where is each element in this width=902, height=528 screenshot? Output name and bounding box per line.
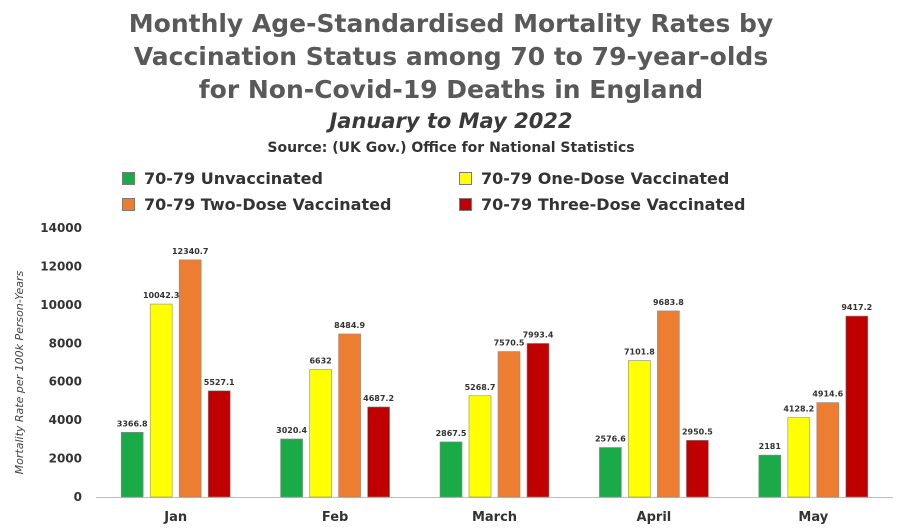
data-label-70-79-unvaccinated-may: 2181 bbox=[759, 442, 782, 451]
data-label-70-79-three-dose-vaccinated-may: 9417.2 bbox=[841, 303, 872, 312]
y-tick-label-8000: 8000 bbox=[49, 336, 82, 350]
data-label-70-79-two-dose-vaccinated-march: 7570.5 bbox=[494, 339, 525, 348]
legend-item-two-dose: 70-79 Two-Dose Vaccinated bbox=[122, 194, 391, 214]
x-tick-label-march: March bbox=[472, 510, 517, 525]
y-tick-label-10000: 10000 bbox=[40, 298, 82, 312]
bar-70-79-unvaccinated-jan bbox=[120, 432, 144, 498]
bar-70-79-two-dose-vaccinated-april bbox=[657, 310, 680, 498]
data-label-70-79-one-dose-vaccinated-april: 7101.8 bbox=[624, 348, 655, 357]
bar-70-79-unvaccinated-may bbox=[758, 454, 782, 498]
legend-label-three-dose: 70-79 Three-Dose Vaccinated bbox=[481, 194, 746, 214]
bar-70-79-three-dose-vaccinated-may bbox=[845, 315, 869, 498]
bar-70-79-one-dose-vaccinated-may bbox=[787, 417, 811, 498]
data-label-70-79-three-dose-vaccinated-feb: 4687.2 bbox=[363, 394, 394, 403]
legend-swatch-one-dose bbox=[459, 171, 472, 185]
chart-title-line-3: for Non-Covid-19 Deaths in England bbox=[198, 75, 704, 104]
data-label-70-79-three-dose-vaccinated-march: 7993.4 bbox=[523, 330, 554, 339]
y-tick-label-0: 0 bbox=[74, 490, 82, 504]
y-tick-label-14000: 14000 bbox=[40, 221, 82, 235]
bar-70-79-unvaccinated-march bbox=[439, 441, 463, 498]
y-axis-title: Mortality Rate per 100k Person-Years bbox=[13, 270, 26, 474]
y-tick-label-12000: 12000 bbox=[40, 259, 82, 273]
data-label-70-79-one-dose-vaccinated-feb: 6632 bbox=[309, 357, 331, 366]
bar-70-79-three-dose-vaccinated-april bbox=[686, 440, 709, 498]
x-tick-label-april: April bbox=[637, 510, 672, 525]
bar-70-79-unvaccinated-april bbox=[599, 447, 622, 498]
chart-title-line-1: Monthly Age-Standardised Mortality Rates… bbox=[128, 9, 774, 38]
data-label-70-79-one-dose-vaccinated-jan: 10042.3 bbox=[143, 291, 179, 300]
data-label-70-79-three-dose-vaccinated-jan: 5527.1 bbox=[204, 378, 235, 387]
data-label-70-79-unvaccinated-jan: 3366.8 bbox=[117, 419, 148, 428]
bar-70-79-two-dose-vaccinated-may bbox=[816, 402, 840, 498]
bar-70-79-one-dose-vaccinated-april bbox=[628, 360, 651, 498]
bar-70-79-one-dose-vaccinated-jan bbox=[149, 303, 173, 498]
chart-subtitle: January to May 2022 bbox=[329, 109, 573, 133]
legend-swatch-three-dose bbox=[459, 197, 472, 211]
legend-item-three-dose: 70-79 Three-Dose Vaccinated bbox=[459, 194, 745, 214]
legend-swatch-unvaccinated bbox=[122, 171, 135, 185]
bar-70-79-unvaccinated-feb bbox=[280, 438, 303, 498]
data-label-70-79-two-dose-vaccinated-jan: 12340.7 bbox=[172, 247, 208, 256]
x-tick-label-may: May bbox=[798, 510, 828, 525]
data-label-70-79-unvaccinated-feb: 3020.4 bbox=[276, 426, 307, 435]
bar-70-79-two-dose-vaccinated-march bbox=[497, 351, 521, 498]
legend-label-two-dose: 70-79 Two-Dose Vaccinated bbox=[144, 194, 392, 214]
legend-swatch-two-dose bbox=[122, 197, 135, 211]
bar-70-79-three-dose-vaccinated-feb bbox=[367, 406, 390, 498]
bar-70-79-one-dose-vaccinated-feb bbox=[309, 369, 332, 498]
y-tick-label-4000: 4000 bbox=[49, 413, 82, 427]
bar-70-79-two-dose-vaccinated-feb bbox=[338, 333, 361, 498]
legend-label-unvaccinated: 70-79 Unvaccinated bbox=[144, 168, 323, 188]
y-tick-label-2000: 2000 bbox=[49, 452, 82, 466]
data-label-70-79-unvaccinated-march: 2867.5 bbox=[436, 429, 467, 438]
bar-70-79-one-dose-vaccinated-march bbox=[468, 395, 492, 498]
bar-70-79-two-dose-vaccinated-jan bbox=[178, 259, 202, 498]
chart-title-line-2: Vaccination Status among 70 to 79-year-o… bbox=[133, 42, 769, 71]
data-label-70-79-two-dose-vaccinated-april: 9683.8 bbox=[653, 298, 684, 307]
x-tick-label-jan: Jan bbox=[163, 510, 187, 525]
legend-item-one-dose: 70-79 One-Dose Vaccinated bbox=[459, 168, 729, 188]
legend-item-unvaccinated: 70-79 Unvaccinated bbox=[122, 168, 323, 188]
data-label-70-79-one-dose-vaccinated-march: 5268.7 bbox=[465, 383, 496, 392]
y-tick-label-6000: 6000 bbox=[49, 375, 82, 389]
data-label-70-79-two-dose-vaccinated-feb: 8484.9 bbox=[334, 321, 365, 330]
bar-70-79-three-dose-vaccinated-march bbox=[526, 343, 550, 498]
legend-label-one-dose: 70-79 One-Dose Vaccinated bbox=[481, 168, 730, 188]
data-label-70-79-one-dose-vaccinated-may: 4128.2 bbox=[783, 405, 814, 414]
bar-70-79-three-dose-vaccinated-jan bbox=[207, 390, 231, 498]
x-tick-label-feb: Feb bbox=[322, 510, 348, 525]
data-label-70-79-three-dose-vaccinated-april: 2950.5 bbox=[682, 427, 713, 436]
data-label-70-79-two-dose-vaccinated-may: 4914.6 bbox=[812, 390, 843, 399]
data-label-70-79-unvaccinated-april: 2576.6 bbox=[595, 434, 626, 443]
chart-source: Source: (UK Gov.) Office for National St… bbox=[267, 140, 635, 156]
